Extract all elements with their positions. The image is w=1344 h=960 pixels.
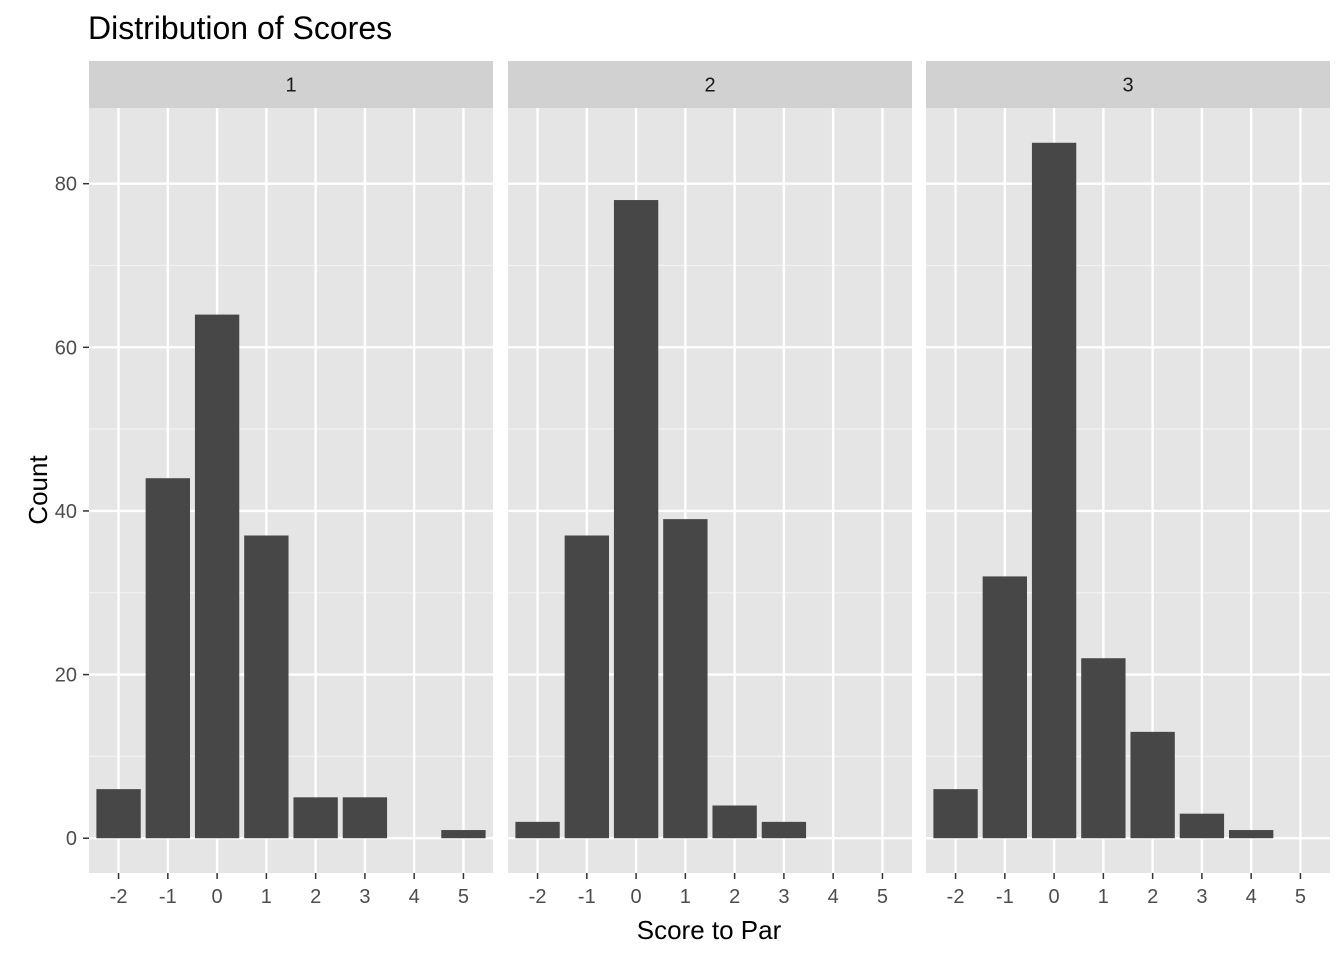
x-tick-label: -1 [996,886,1014,908]
facet-strip-label: 2 [704,75,715,97]
y-axis: 0 20 40 60 80 [55,174,89,850]
x-tick-label: 4 [409,886,420,908]
bar [96,789,141,839]
x-tick-label: 2 [729,886,740,908]
x-tick-label: 0 [631,886,642,908]
x-tick-label: 3 [359,886,370,908]
bar [1179,813,1225,839]
y-tick-label: 80 [55,174,77,196]
x-tick-label: -2 [110,886,128,908]
x-tick-label: -1 [159,886,177,908]
bar [1130,731,1175,839]
x-tick-label: 5 [877,886,888,908]
bar [145,478,190,839]
bar [613,200,659,839]
x-tick-label: 4 [828,886,839,908]
bar [982,576,1027,839]
bar [1229,830,1274,839]
x-tick-label: 4 [1246,886,1257,908]
x-tick-label: -2 [529,886,547,908]
bar [342,797,388,839]
bar [1031,142,1077,839]
y-tick-label: 40 [55,501,77,523]
bar [441,830,486,839]
bar [564,535,609,839]
x-tick-label: 3 [778,886,789,908]
bar [712,805,757,839]
bar [515,821,560,839]
facet-strip [926,61,1330,108]
x-tick-label: 2 [310,886,321,908]
x-tick-label: 1 [1098,886,1109,908]
facet-panel: 3 -2 -1 0 1 2 3 4 5 [926,61,1330,908]
facet-panels: 1 -2 -1 0 1 2 3 4 5 2 -2 -1 0 1 2 3 4 5 3 -2 -1 0 1 2 3 4 5 [89,61,1330,908]
x-tick-label: 5 [1295,886,1306,908]
bar [761,821,807,839]
bar [933,789,978,839]
y-tick-label: 60 [55,337,77,359]
x-tick-label: -1 [578,886,596,908]
bar [194,314,240,839]
bar [293,797,338,839]
y-tick-label: 20 [55,665,77,687]
facet-strip [508,61,912,108]
x-tick-label: 0 [1049,886,1060,908]
bar [1081,658,1126,839]
x-tick-label: 1 [261,886,272,908]
x-tick-label: 5 [458,886,469,908]
facet-strip-label: 1 [285,75,296,97]
y-tick-label: 0 [66,828,77,850]
x-axis-title: Score to Par [637,915,782,945]
x-tick-label: 3 [1196,886,1207,908]
facet-strip [89,61,493,108]
facet-panel: 1 -2 -1 0 1 2 3 4 5 [89,61,493,908]
x-tick-label: 2 [1147,886,1158,908]
bar [244,535,289,839]
y-axis-title: Count [23,455,53,525]
bar [663,519,708,839]
facet-strip-label: 3 [1122,75,1133,97]
x-tick-label: 1 [680,886,691,908]
x-tick-label: -2 [947,886,965,908]
x-tick-label: 0 [212,886,223,908]
facet-panel: 2 -2 -1 0 1 2 3 4 5 [508,61,912,908]
chart-title: Distribution of Scores [88,10,392,46]
